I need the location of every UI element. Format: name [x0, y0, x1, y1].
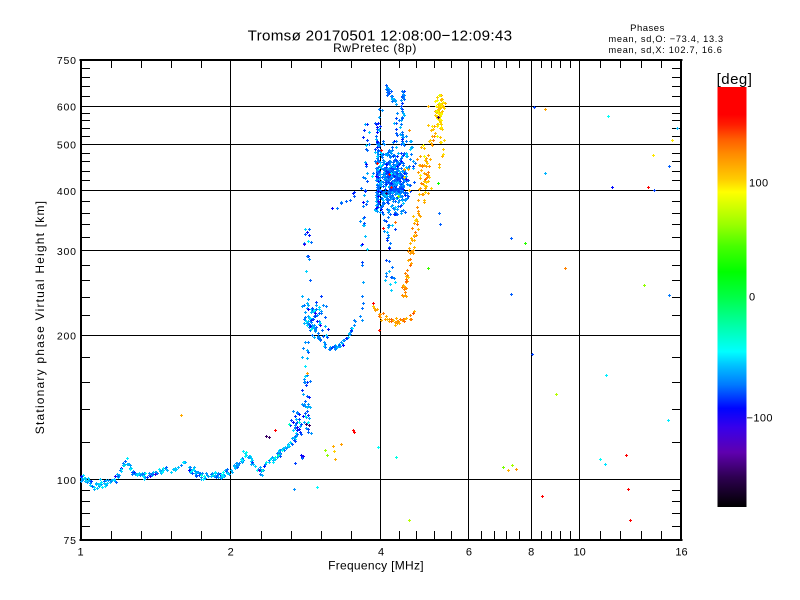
svg-text:500: 500 [57, 140, 77, 152]
svg-text:2: 2 [228, 547, 234, 559]
svg-text:75: 75 [64, 535, 77, 547]
svg-text:RwPretec (8p): RwPretec (8p) [333, 41, 417, 55]
svg-text:10: 10 [573, 547, 585, 559]
svg-text:−100: −100 [747, 412, 773, 424]
svg-text:4: 4 [378, 547, 384, 559]
svg-text:200: 200 [57, 331, 77, 343]
svg-text:100: 100 [749, 178, 769, 190]
svg-text:mean, sd,O: −73.4, 13.3: mean, sd,O: −73.4, 13.3 [609, 34, 724, 44]
svg-text:Phases: Phases [630, 23, 665, 34]
svg-text:600: 600 [57, 102, 77, 114]
svg-text:400: 400 [57, 186, 77, 198]
svg-text:6: 6 [466, 547, 472, 559]
svg-text:0: 0 [749, 292, 756, 304]
svg-text:mean, sd,X: 102.7, 16.6: mean, sd,X: 102.7, 16.6 [609, 45, 723, 55]
svg-text:750: 750 [57, 55, 77, 67]
svg-text:[deg]: [deg] [717, 71, 753, 88]
svg-text:Frequency [MHz]: Frequency [MHz] [328, 559, 424, 573]
svg-text:1: 1 [77, 547, 83, 559]
svg-text:300: 300 [57, 246, 77, 258]
svg-text:Stationary phase Virtual Heigh: Stationary phase Virtual Height [km] [33, 200, 47, 434]
svg-text:Tromsø 20170501 12:08:00−12:09: Tromsø 20170501 12:08:00−12:09:43 [248, 28, 513, 45]
svg-text:100: 100 [57, 475, 77, 487]
svg-text:16: 16 [675, 547, 687, 559]
svg-text:8: 8 [528, 547, 534, 559]
